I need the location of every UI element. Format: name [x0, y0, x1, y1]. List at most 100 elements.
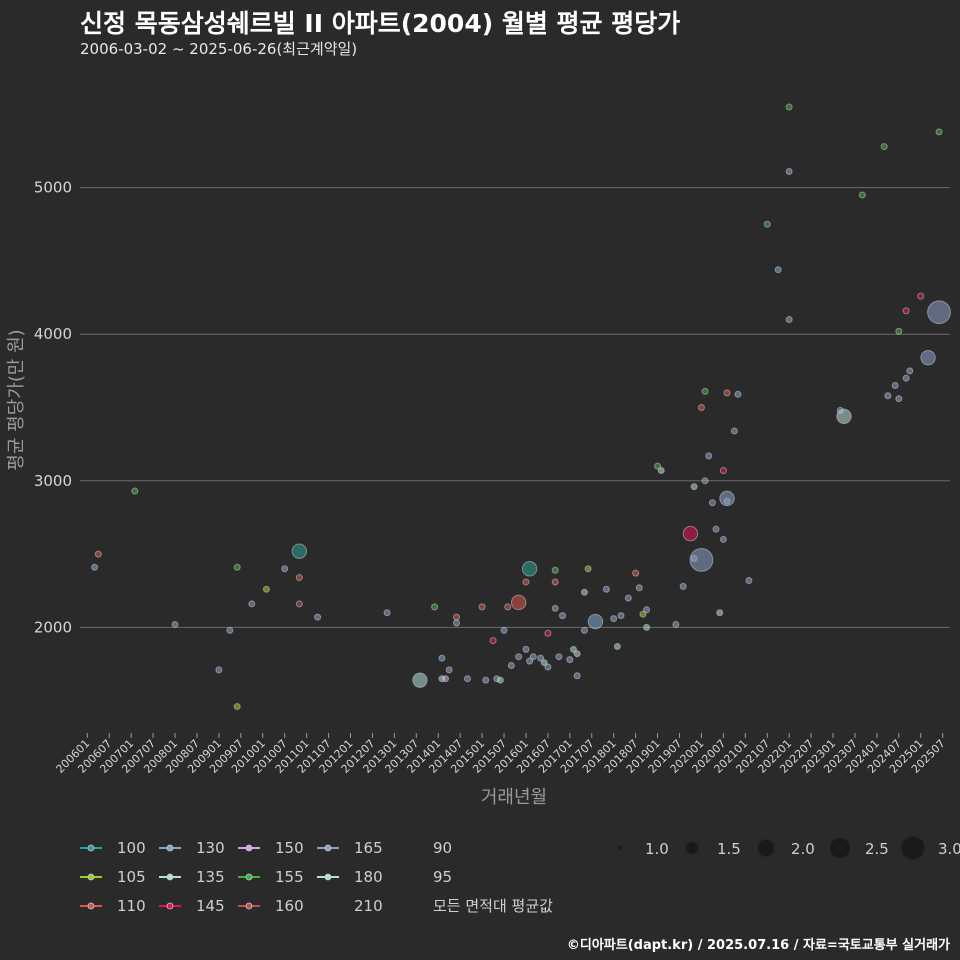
legend-label: 145 [196, 897, 225, 915]
chart-subtitle: 2006-03-02 ~ 2025-06-26(최근계약일) [80, 40, 358, 58]
data-point-155 [763, 220, 771, 228]
legend-label: 130 [196, 839, 225, 857]
data-point-145 [489, 637, 497, 645]
data-point-165 [643, 606, 651, 614]
size-legend-item: 1.5 [685, 840, 741, 858]
data-point-165 [515, 653, 523, 661]
legend-key-dot [87, 902, 95, 910]
data-point-110 [94, 550, 102, 558]
data-point-165 [314, 613, 322, 621]
data-point-165 [559, 612, 567, 620]
size-legend-dot [685, 841, 699, 855]
legend-item: 95 [433, 868, 452, 886]
legend-label: 165 [354, 839, 383, 857]
data-point-165 [544, 663, 552, 671]
data-point-130 [587, 613, 604, 630]
size-legend-label: 2.0 [791, 840, 815, 858]
data-point-165 [453, 619, 461, 627]
data-point-100 [291, 543, 308, 559]
legend-label: 95 [433, 868, 452, 886]
size-legend-item: 1.0 [617, 840, 669, 858]
legend-item: 150 [238, 839, 304, 857]
legend-label: 100 [117, 839, 146, 857]
size-legend-label: 3.0 [938, 840, 960, 858]
size-legend: 1.0 1.5 2.0 2.5 3.0 [617, 836, 960, 860]
data-point-165 [785, 316, 793, 324]
data-point-110 [510, 594, 527, 611]
data-point-155 [431, 603, 439, 611]
data-point-135 [836, 408, 852, 424]
data-point-165 [573, 672, 581, 680]
data-point-135 [657, 467, 665, 475]
data-point-100 [521, 561, 538, 577]
data-point-165 [730, 427, 738, 435]
data-point-105 [584, 565, 592, 573]
legend-key-dot [324, 844, 332, 852]
x-axis-title: 거래년월 [481, 787, 547, 808]
data-point-165 [171, 620, 179, 628]
data-point-180 [438, 675, 446, 683]
data-point-165 [672, 620, 680, 628]
data-point-110 [632, 569, 640, 577]
y-axis-ticks: 2000 3000 4000 5000 [34, 179, 72, 637]
size-legend-item: 2.0 [757, 839, 815, 858]
data-point-160 [295, 600, 303, 608]
data-point-165 [445, 666, 453, 674]
data-point-110 [453, 613, 461, 621]
legend-item: 165 [317, 839, 383, 857]
data-point-180 [569, 645, 577, 653]
data-point-155 [895, 327, 903, 335]
data-point-180 [643, 623, 651, 631]
legend-key-dot [245, 844, 253, 852]
data-point-110 [551, 578, 559, 586]
legend-item: 160 [238, 897, 304, 915]
data-point-135 [412, 672, 428, 688]
legend-key-dot [166, 902, 174, 910]
data-point-165 [507, 662, 515, 669]
legend-item: 210 [354, 897, 383, 915]
data-point-165 [617, 612, 625, 620]
data-point-165 [522, 645, 530, 653]
data-point-165 [712, 525, 720, 533]
data-point-130 [438, 654, 446, 662]
footer-credit: ©디아파트(dapt.kr) / 2025.07.16 / 자료=국토교통부 실… [566, 938, 950, 953]
y-tick-label: 4000 [34, 325, 72, 343]
legend-item: 145 [159, 897, 225, 915]
data-point-110 [723, 389, 731, 397]
data-point-130 [537, 654, 545, 662]
data-point-165 [927, 300, 951, 325]
data-point-165 [689, 548, 714, 572]
data-point-180 [690, 483, 698, 491]
legend-label: 155 [275, 868, 304, 886]
chart-title: 신정 목동삼성쉐르빌 II 아파트(2004) 월별 평균 평당가 [80, 9, 681, 38]
data-point-165 [701, 477, 709, 485]
data-point-165 [383, 609, 391, 617]
data-point-180 [613, 642, 621, 650]
data-points [91, 103, 951, 711]
data-point-165 [566, 656, 574, 664]
data-point-130 [91, 563, 99, 571]
legend-label: 180 [354, 868, 383, 886]
data-point-155 [785, 103, 793, 111]
size-legend-item: 2.5 [829, 837, 889, 859]
y-tick-label: 3000 [34, 472, 72, 490]
data-point-110 [522, 578, 530, 586]
series-legend: 100 105 110 130 135 145 150 155 160 165 180 210 90 95… [80, 839, 553, 915]
legend-item: 135 [159, 868, 225, 886]
data-point-165 [745, 576, 753, 584]
x-axis-ticks: 2006012006072007012007072008012008072009… [54, 733, 948, 776]
data-point-165 [602, 585, 610, 593]
data-point-110 [504, 603, 512, 611]
data-point-155 [131, 487, 139, 495]
data-point-165 [891, 382, 899, 390]
data-point-155 [935, 128, 943, 136]
legend-item: 155 [238, 868, 304, 886]
data-point-135 [573, 650, 581, 658]
data-point-145 [682, 525, 699, 542]
size-legend-dot [901, 836, 925, 860]
legend-key-dot [87, 844, 95, 852]
data-point-165 [719, 535, 727, 543]
legend-item: 180 [317, 868, 383, 886]
data-point-165 [555, 653, 563, 661]
data-point-155 [551, 566, 559, 574]
